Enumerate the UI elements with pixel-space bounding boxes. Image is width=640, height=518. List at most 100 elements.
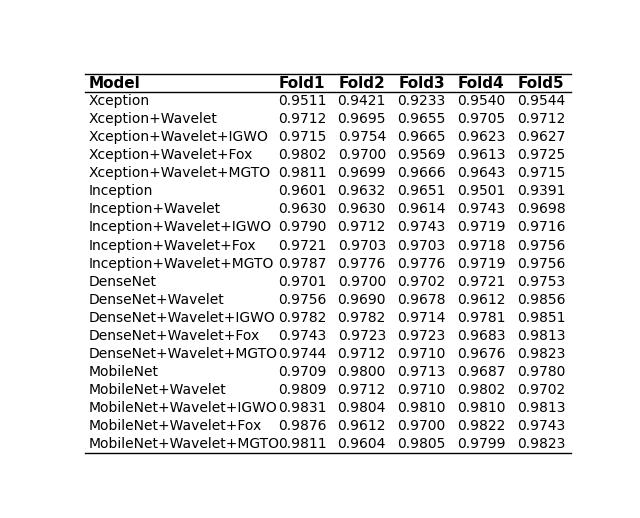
Text: 0.9753: 0.9753 (517, 275, 565, 289)
Text: 0.9822: 0.9822 (457, 419, 506, 433)
Text: Fold2: Fold2 (339, 76, 385, 91)
Text: 0.9655: 0.9655 (397, 112, 445, 126)
Text: 0.9604: 0.9604 (337, 437, 386, 451)
Text: 0.9501: 0.9501 (457, 184, 506, 198)
Text: Fold4: Fold4 (458, 76, 505, 91)
Text: 0.9687: 0.9687 (457, 365, 506, 379)
Text: 0.9630: 0.9630 (278, 203, 326, 217)
Text: 0.9810: 0.9810 (457, 401, 506, 415)
Text: Xception+Wavelet+Fox: Xception+Wavelet+Fox (89, 148, 253, 162)
Text: 0.9721: 0.9721 (278, 239, 326, 253)
Text: Fold3: Fold3 (398, 76, 445, 91)
Text: 0.9813: 0.9813 (517, 329, 565, 343)
Text: 0.9723: 0.9723 (338, 329, 386, 343)
Text: 0.9623: 0.9623 (457, 131, 506, 145)
Text: 0.9823: 0.9823 (517, 437, 565, 451)
Text: 0.9743: 0.9743 (517, 419, 565, 433)
Text: 0.9540: 0.9540 (457, 94, 506, 108)
Text: 0.9705: 0.9705 (457, 112, 506, 126)
Text: 0.9781: 0.9781 (457, 311, 506, 325)
Text: Inception+Wavelet+Fox: Inception+Wavelet+Fox (89, 239, 257, 253)
Text: 0.9756: 0.9756 (517, 256, 565, 270)
Text: 0.9744: 0.9744 (278, 347, 326, 361)
Text: DenseNet: DenseNet (89, 275, 157, 289)
Text: 0.9805: 0.9805 (397, 437, 445, 451)
Text: 0.9712: 0.9712 (337, 383, 386, 397)
Text: 0.9802: 0.9802 (457, 383, 506, 397)
Text: 0.9391: 0.9391 (517, 184, 565, 198)
Text: 0.9715: 0.9715 (517, 166, 565, 180)
Text: 0.9723: 0.9723 (397, 329, 445, 343)
Text: 0.9233: 0.9233 (397, 94, 445, 108)
Text: 0.9700: 0.9700 (338, 275, 386, 289)
Text: Model: Model (89, 76, 141, 91)
Text: 0.9743: 0.9743 (278, 329, 326, 343)
Text: Xception+Wavelet: Xception+Wavelet (89, 112, 218, 126)
Text: 0.9719: 0.9719 (457, 256, 506, 270)
Text: 0.9756: 0.9756 (278, 293, 326, 307)
Text: 0.9665: 0.9665 (397, 131, 446, 145)
Text: 0.9601: 0.9601 (278, 184, 326, 198)
Text: 0.9701: 0.9701 (278, 275, 326, 289)
Text: 0.9643: 0.9643 (457, 166, 506, 180)
Text: 0.9632: 0.9632 (337, 184, 386, 198)
Text: 0.9702: 0.9702 (517, 383, 565, 397)
Text: 0.9718: 0.9718 (457, 239, 506, 253)
Text: 0.9690: 0.9690 (337, 293, 386, 307)
Text: MobileNet+Wavelet+IGWO: MobileNet+Wavelet+IGWO (89, 401, 278, 415)
Text: 0.9804: 0.9804 (337, 401, 386, 415)
Text: Inception+Wavelet: Inception+Wavelet (89, 203, 221, 217)
Text: MobileNet+Wavelet: MobileNet+Wavelet (89, 383, 227, 397)
Text: 0.9544: 0.9544 (517, 94, 565, 108)
Text: 0.9809: 0.9809 (278, 383, 326, 397)
Text: 0.9714: 0.9714 (397, 311, 445, 325)
Text: Inception+Wavelet+IGWO: Inception+Wavelet+IGWO (89, 221, 272, 235)
Text: 0.9743: 0.9743 (457, 203, 506, 217)
Text: 0.9695: 0.9695 (337, 112, 386, 126)
Text: 0.9709: 0.9709 (278, 365, 326, 379)
Text: DenseNet+Wavelet: DenseNet+Wavelet (89, 293, 225, 307)
Text: 0.9627: 0.9627 (517, 131, 565, 145)
Text: 0.9702: 0.9702 (397, 275, 445, 289)
Text: 0.9823: 0.9823 (517, 347, 565, 361)
Text: 0.9703: 0.9703 (338, 239, 386, 253)
Text: 0.9782: 0.9782 (337, 311, 386, 325)
Text: 0.9683: 0.9683 (457, 329, 506, 343)
Text: 0.9802: 0.9802 (278, 148, 326, 162)
Text: 0.9630: 0.9630 (337, 203, 386, 217)
Text: 0.9725: 0.9725 (517, 148, 565, 162)
Text: 0.9713: 0.9713 (397, 365, 445, 379)
Text: 0.9712: 0.9712 (337, 221, 386, 235)
Text: 0.9800: 0.9800 (337, 365, 386, 379)
Text: 0.9810: 0.9810 (397, 401, 446, 415)
Text: 0.9799: 0.9799 (457, 437, 506, 451)
Text: 0.9700: 0.9700 (338, 148, 386, 162)
Text: Inception: Inception (89, 184, 154, 198)
Text: 0.9700: 0.9700 (397, 419, 445, 433)
Text: 0.9511: 0.9511 (278, 94, 326, 108)
Text: 0.9813: 0.9813 (517, 401, 565, 415)
Text: 0.9698: 0.9698 (517, 203, 566, 217)
Text: 0.9831: 0.9831 (278, 401, 326, 415)
Text: 0.9676: 0.9676 (457, 347, 506, 361)
Text: 0.9612: 0.9612 (337, 419, 386, 433)
Text: 0.9678: 0.9678 (397, 293, 446, 307)
Text: 0.9754: 0.9754 (338, 131, 386, 145)
Text: MobileNet+Wavelet+Fox: MobileNet+Wavelet+Fox (89, 419, 262, 433)
Text: MobileNet+Wavelet+MGTO: MobileNet+Wavelet+MGTO (89, 437, 280, 451)
Text: 0.9614: 0.9614 (397, 203, 446, 217)
Text: 0.9721: 0.9721 (457, 275, 506, 289)
Text: 0.9811: 0.9811 (278, 437, 326, 451)
Text: 0.9743: 0.9743 (397, 221, 445, 235)
Text: 0.9876: 0.9876 (278, 419, 326, 433)
Text: Xception+Wavelet+IGWO: Xception+Wavelet+IGWO (89, 131, 269, 145)
Text: 0.9776: 0.9776 (337, 256, 386, 270)
Text: 0.9856: 0.9856 (517, 293, 565, 307)
Text: 0.9851: 0.9851 (517, 311, 565, 325)
Text: 0.9421: 0.9421 (337, 94, 386, 108)
Text: DenseNet+Wavelet+Fox: DenseNet+Wavelet+Fox (89, 329, 260, 343)
Text: Fold1: Fold1 (279, 76, 325, 91)
Text: 0.9712: 0.9712 (517, 112, 565, 126)
Text: MobileNet: MobileNet (89, 365, 159, 379)
Text: 0.9710: 0.9710 (397, 347, 445, 361)
